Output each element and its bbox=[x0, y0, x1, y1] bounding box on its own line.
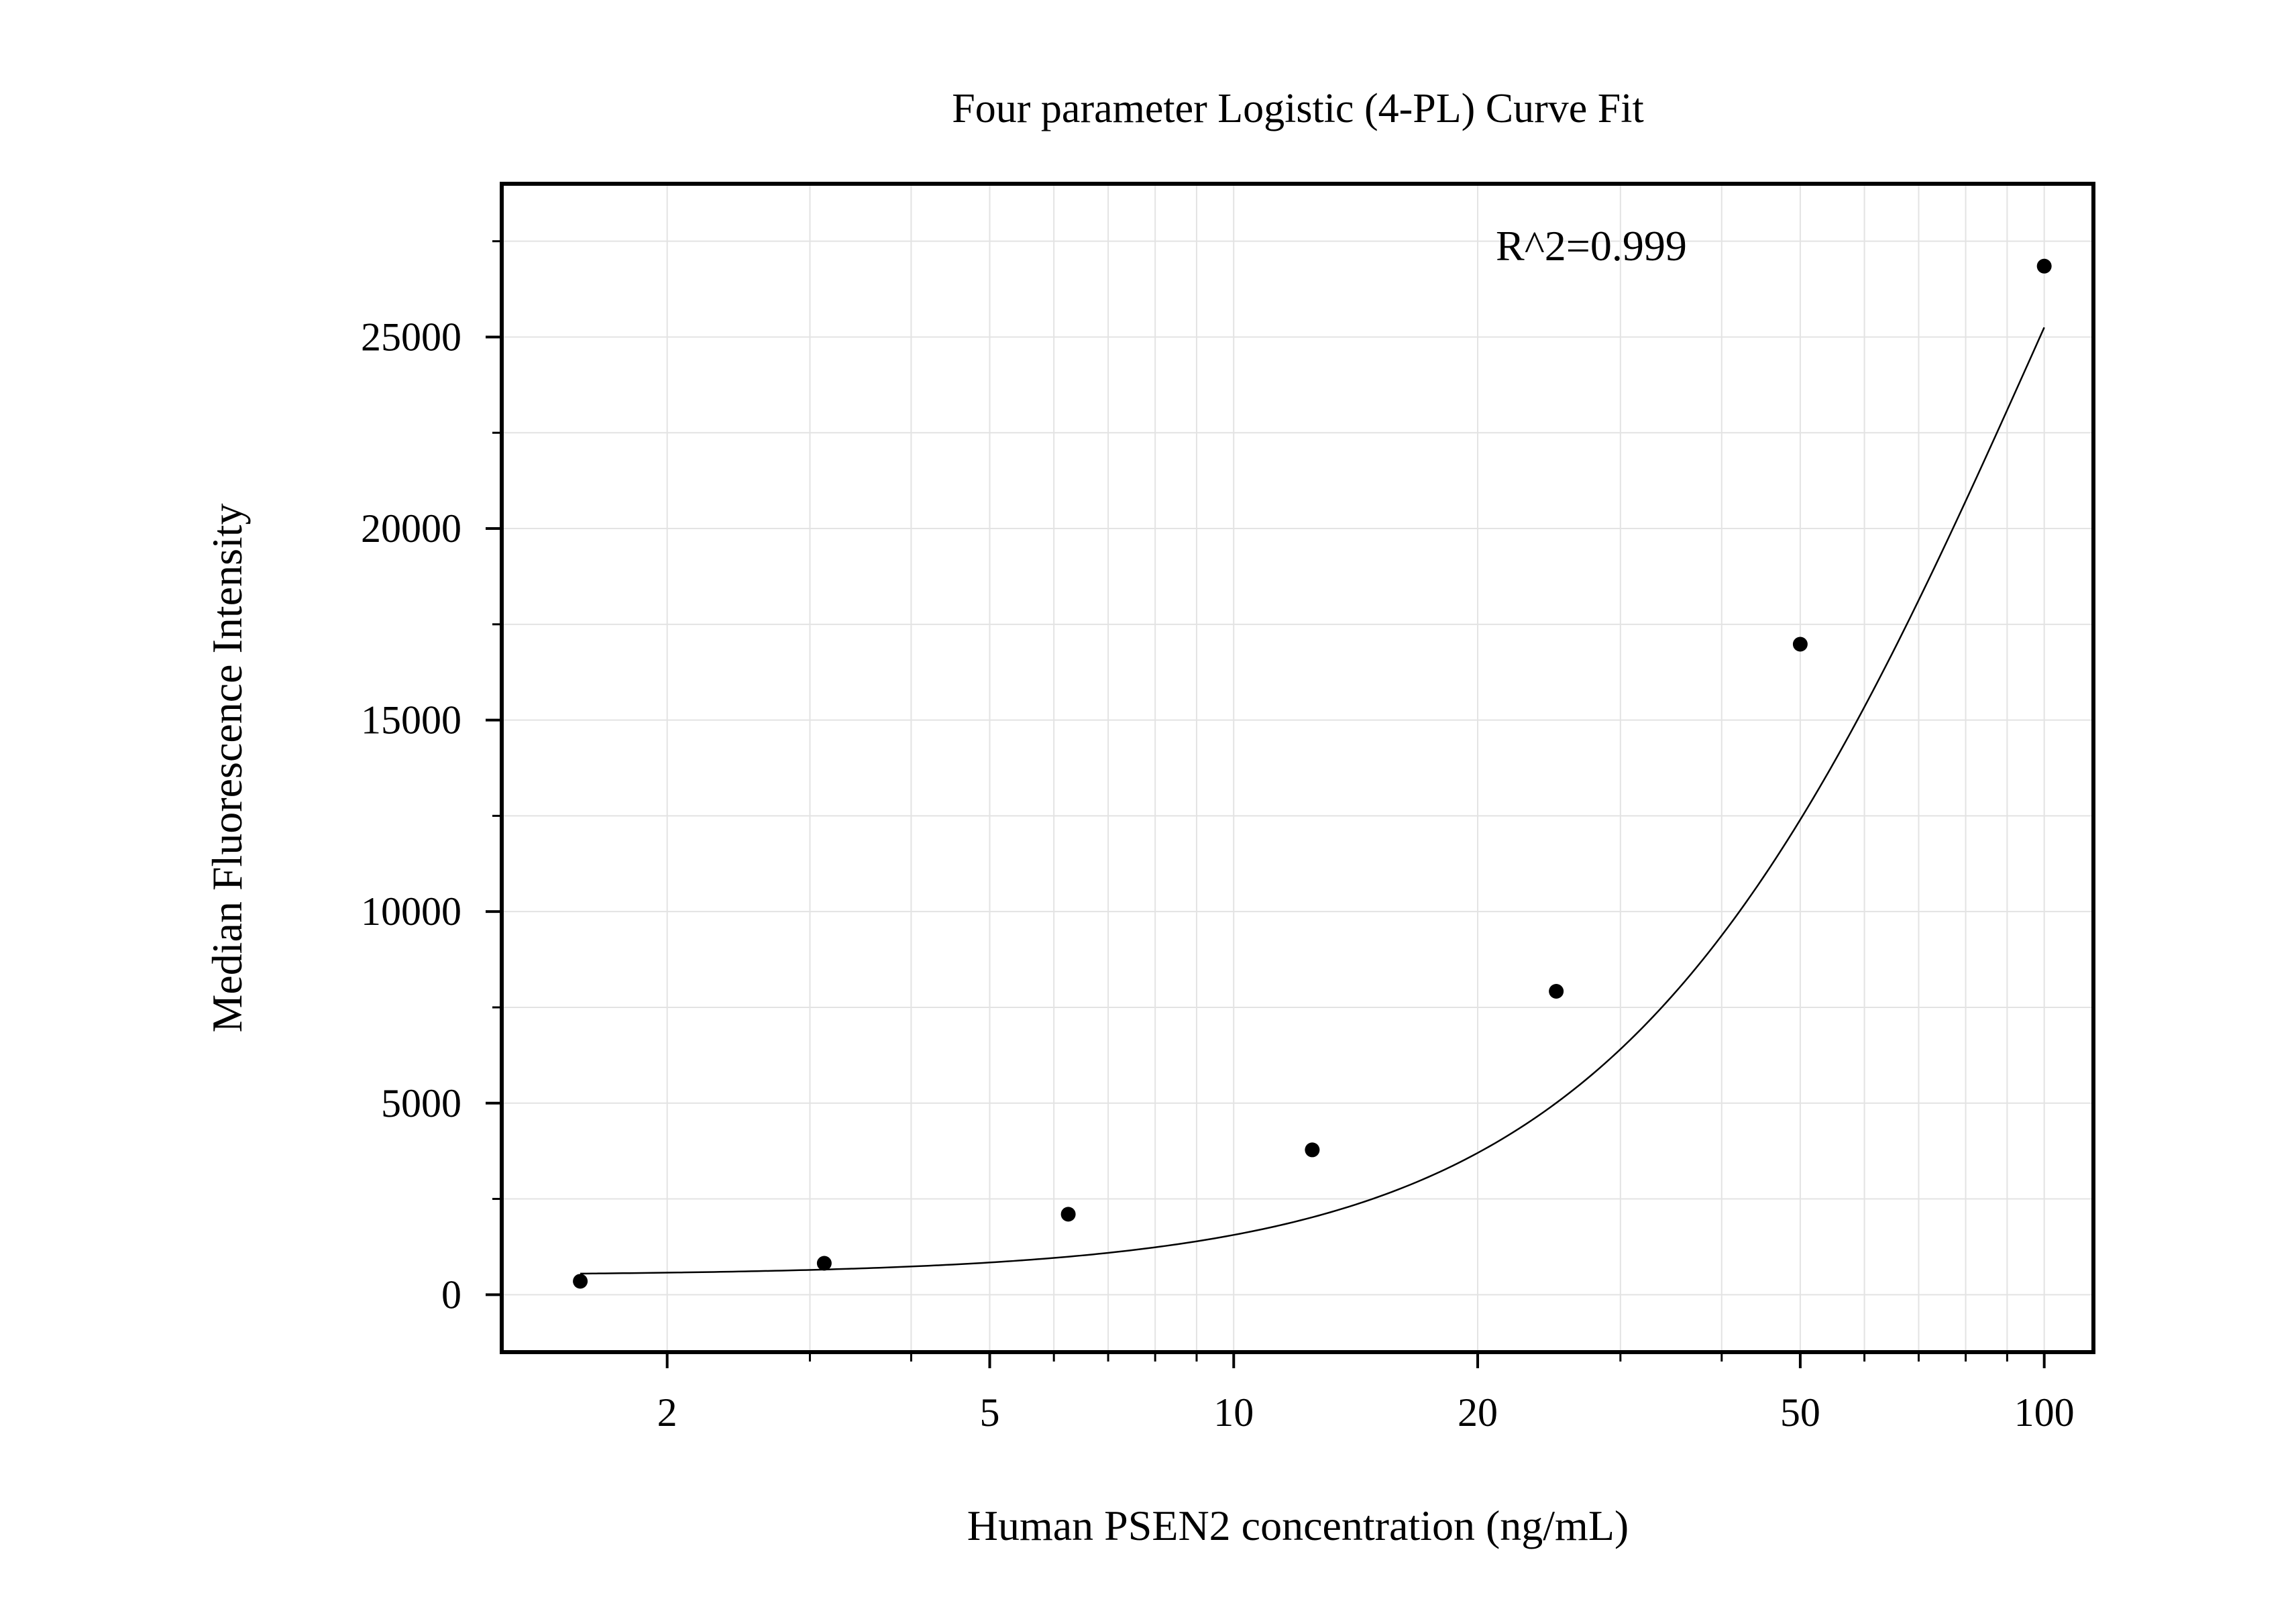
x-tick-label: 10 bbox=[1213, 1390, 1254, 1435]
data-point bbox=[1060, 1207, 1076, 1222]
plot-frame bbox=[500, 182, 2095, 1354]
r-squared-annotation: R^2=0.999 bbox=[1496, 222, 1687, 270]
y-tick-label: 5000 bbox=[381, 1081, 461, 1125]
data-point bbox=[816, 1256, 832, 1271]
data-point bbox=[1549, 983, 1564, 999]
x-tick-label: 2 bbox=[657, 1390, 677, 1435]
y-tick-label: 0 bbox=[441, 1272, 461, 1317]
grid-lines bbox=[502, 184, 2093, 1352]
axis-ticks bbox=[486, 240, 2046, 1368]
data-point bbox=[2036, 258, 2052, 274]
x-tick-label: 50 bbox=[1780, 1390, 1820, 1435]
data-points-layer bbox=[573, 258, 2052, 1289]
x-axis-label: Human PSEN2 concentration (ng/mL) bbox=[967, 1502, 1629, 1549]
y-tick-label: 25000 bbox=[361, 315, 461, 359]
x-tick-label: 100 bbox=[2014, 1390, 2075, 1435]
data-point bbox=[1792, 636, 1808, 652]
x-tick-label: 20 bbox=[1458, 1390, 1498, 1435]
data-point bbox=[573, 1274, 588, 1289]
data-point bbox=[1305, 1142, 1320, 1158]
y-tick-label: 20000 bbox=[361, 506, 461, 551]
y-tick-label: 15000 bbox=[361, 698, 461, 742]
y-axis-label: Median Fluorescence Intensity bbox=[203, 503, 251, 1032]
y-tick-label: 10000 bbox=[361, 889, 461, 934]
chart-title: Four parameter Logistic (4-PL) Curve Fit bbox=[952, 86, 1643, 131]
x-tick-label: 5 bbox=[980, 1390, 1000, 1435]
tick-labels: 2 5 10 20 50 100 0 5000 10000 15000 20000 25000 bbox=[361, 315, 2075, 1435]
